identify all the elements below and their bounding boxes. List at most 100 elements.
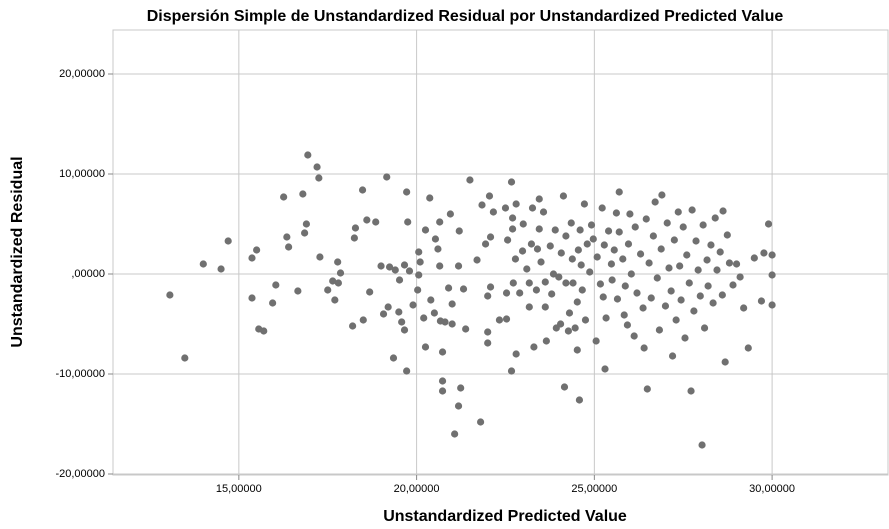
point [642,215,650,223]
point [395,308,403,316]
point [272,281,280,289]
x-tick-label: 20,00000 [394,483,440,495]
point [530,343,538,351]
point [541,303,549,311]
point [484,292,492,300]
point [403,188,411,196]
point [379,310,388,318]
y-axis-label: Unstandardized Residual [9,156,26,347]
point [578,286,586,294]
point [607,260,616,268]
point [350,234,358,242]
point [385,263,394,271]
point [400,326,409,334]
point [436,262,444,270]
point [723,231,731,239]
point [569,279,577,287]
point [568,255,576,263]
point [260,327,268,335]
point [404,218,412,226]
point [631,223,639,231]
point [508,214,517,222]
point [670,236,678,244]
point [285,243,293,251]
point [525,303,533,311]
point [426,194,434,202]
point [358,186,367,194]
point [768,251,776,259]
point [294,287,302,295]
point [304,151,312,159]
point [546,242,554,250]
point [507,367,516,375]
point [455,227,463,235]
point [313,163,321,171]
point [571,324,579,332]
point [677,296,685,304]
point [533,245,542,253]
point [729,281,737,289]
point [427,296,435,304]
point [589,235,597,243]
point [481,240,490,248]
y-tick-label: ,00000 [71,268,105,280]
point [416,258,424,266]
point [383,173,391,181]
point [359,316,367,324]
point [683,251,691,259]
point [567,219,575,227]
point [732,260,741,268]
point [299,190,307,198]
point [627,270,635,278]
point [504,236,512,244]
point [703,256,711,264]
point [583,240,591,248]
point [512,200,520,208]
point [519,220,527,228]
point [687,387,695,395]
point [602,314,610,322]
point [640,344,648,352]
point [721,358,729,366]
point [431,235,440,243]
point [626,210,634,218]
point [688,206,696,214]
point [403,367,411,375]
point [612,209,620,217]
point [551,226,559,234]
point [283,233,291,241]
point [718,291,726,299]
point [713,266,721,274]
point [391,266,399,274]
y-tick-label: 20,00000 [59,68,105,80]
point [351,224,360,232]
point [377,262,385,270]
point [415,248,423,256]
point [336,269,345,277]
point [541,278,549,286]
point [280,193,288,201]
point [700,324,709,332]
point [535,195,543,203]
point [711,214,719,222]
y-tick-label: -10,00000 [55,368,105,380]
point [750,254,758,262]
point [451,430,459,438]
point [484,339,492,347]
point [525,279,533,287]
point [384,303,392,311]
point [315,174,323,182]
point [421,343,430,351]
point [557,249,565,257]
point [448,300,456,308]
point [600,241,608,249]
point [363,216,371,224]
point [601,365,609,373]
point [409,301,417,309]
point [523,265,531,273]
point [462,325,470,333]
point [302,220,310,228]
point [667,287,675,295]
point [663,219,671,227]
point [253,246,261,254]
